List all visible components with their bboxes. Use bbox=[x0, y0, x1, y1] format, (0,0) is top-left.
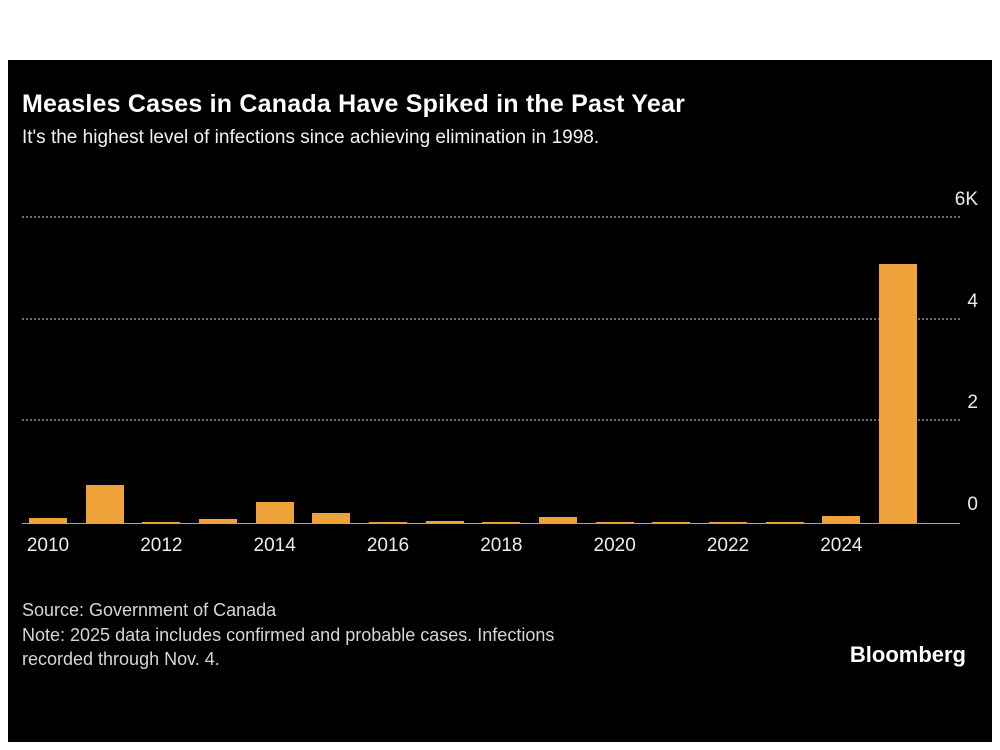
gridline-2 bbox=[22, 419, 960, 422]
y-tick-label-6K: 6K bbox=[954, 189, 978, 210]
x-tick-label-2012: 2012 bbox=[140, 535, 183, 556]
bar-2020 bbox=[595, 522, 634, 523]
chart-footer: Source: Government of Canada Note: 2025 … bbox=[22, 598, 554, 672]
chart-subtitle: It's the highest level of infections sin… bbox=[22, 127, 600, 148]
bar-2022 bbox=[709, 522, 747, 523]
x-tick-label-2018: 2018 bbox=[480, 535, 523, 556]
bar-2018 bbox=[482, 521, 521, 523]
y-tick-label-2: 2 bbox=[967, 392, 978, 414]
x-tick-label-2020: 2020 bbox=[593, 535, 636, 556]
bar-2024 bbox=[822, 515, 861, 523]
bar-2017 bbox=[425, 520, 464, 523]
bar-2023 bbox=[765, 522, 804, 523]
bar-2025 bbox=[879, 263, 917, 523]
bar-2021 bbox=[652, 522, 691, 523]
y-tick-label-0: 0 bbox=[967, 494, 978, 515]
source-text: Source: Government of Canada bbox=[22, 600, 277, 620]
x-tick-label-2016: 2016 bbox=[366, 535, 410, 556]
bar-2014 bbox=[255, 501, 294, 523]
x-tick-label-2022: 2022 bbox=[706, 535, 750, 556]
chart-card: Measles Cases in Canada Have Spiked in t… bbox=[8, 60, 992, 742]
bar-2013 bbox=[199, 518, 237, 523]
bar-2012 bbox=[142, 522, 181, 523]
x-tick-label-2010: 2010 bbox=[26, 535, 70, 556]
bar-2019 bbox=[539, 517, 577, 523]
plot-area: 0 2 4 6K 2010 2012 2014 2016 2018 2020 2022 2024 bbox=[22, 189, 978, 556]
bar-2010 bbox=[29, 517, 67, 523]
bar-2016 bbox=[369, 522, 407, 523]
note-text-line1: Note: 2025 data includes confirmed and p… bbox=[22, 624, 555, 645]
bloomberg-logo: Bloomberg bbox=[849, 642, 966, 667]
gridline-4 bbox=[22, 317, 960, 320]
x-tick-label-2024: 2024 bbox=[820, 535, 863, 556]
gridline-6K bbox=[22, 216, 960, 218]
note-text-line2: recorded through Nov. 4. bbox=[22, 649, 220, 669]
chart-title: Measles Cases in Canada Have Spiked in t… bbox=[22, 90, 686, 118]
x-axis-line bbox=[22, 523, 960, 524]
bar-2015 bbox=[312, 512, 351, 523]
bar-2011 bbox=[85, 484, 124, 523]
y-tick-label-4: 4 bbox=[967, 290, 978, 312]
x-tick-label-2014: 2014 bbox=[253, 535, 296, 556]
